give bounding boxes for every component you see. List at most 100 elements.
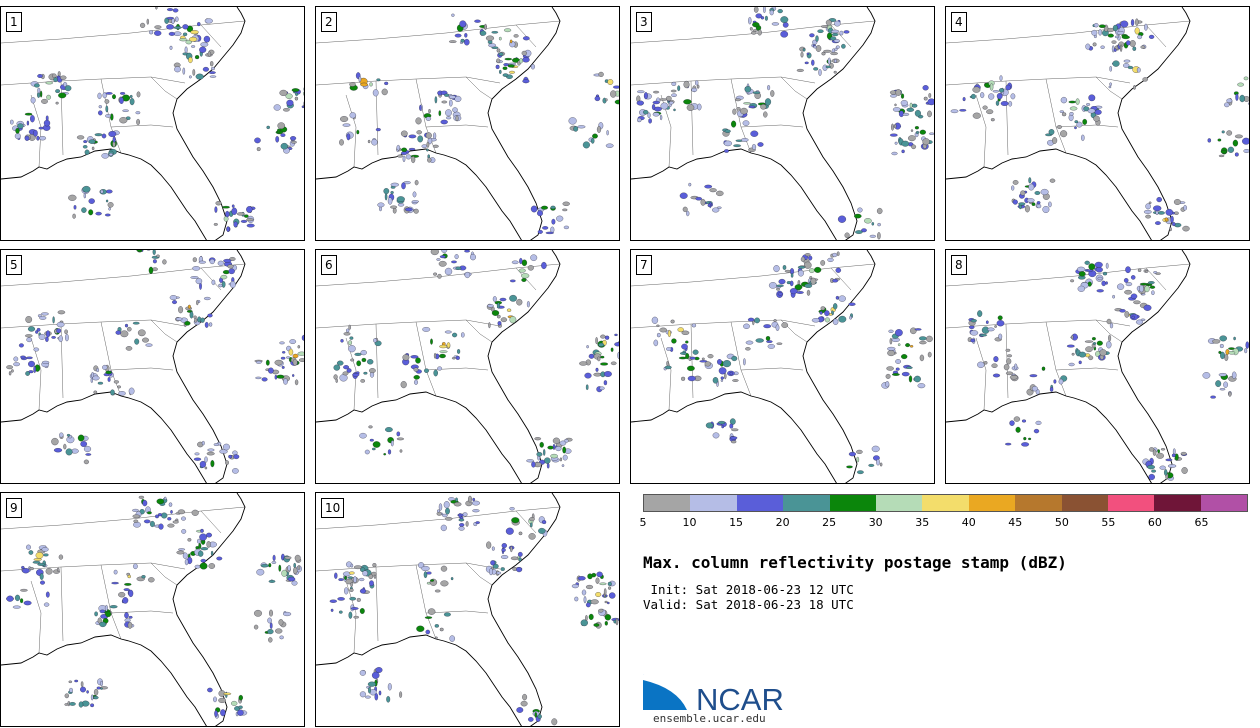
- reflectivity-cell: [277, 128, 281, 134]
- reflectivity-cell: [433, 272, 438, 276]
- reflectivity-cell: [194, 452, 200, 456]
- state-boundary: [375, 566, 379, 642]
- reflectivity-cell: [286, 99, 294, 107]
- reflectivity-cell: [1084, 260, 1090, 265]
- reflectivity-cell: [1029, 374, 1038, 378]
- reflectivity-cell: [1140, 45, 1146, 49]
- reflectivity-cell: [110, 389, 115, 396]
- reflectivity-cell: [970, 319, 977, 323]
- reflectivity-cell: [27, 326, 36, 332]
- reflectivity-cell: [588, 353, 595, 359]
- reflectivity-cell: [667, 329, 671, 338]
- reflectivity-cell: [751, 144, 757, 150]
- reflectivity-cell: [562, 446, 567, 454]
- reflectivity-cell: [653, 90, 660, 94]
- reflectivity-cell: [1042, 206, 1050, 213]
- reflectivity-cell: [455, 355, 460, 360]
- reflectivity-cell: [1109, 322, 1114, 329]
- reflectivity-cell: [348, 345, 356, 353]
- reflectivity-cell: [367, 681, 376, 687]
- reflectivity-cell: [534, 437, 542, 441]
- reflectivity-cell: [773, 319, 777, 323]
- colorbar-tick-label: 25: [822, 516, 837, 529]
- reflectivity-cell: [1151, 290, 1155, 295]
- reflectivity-cell: [775, 324, 780, 331]
- reflectivity-cell: [754, 317, 760, 324]
- reflectivity-cell: [346, 368, 352, 373]
- reflectivity-cell: [598, 608, 604, 613]
- reflectivity-cell: [490, 560, 496, 566]
- reflectivity-cell: [599, 386, 605, 391]
- reflectivity-cell: [753, 7, 759, 13]
- reflectivity-cell: [168, 502, 173, 507]
- reflectivity-cell: [297, 351, 304, 356]
- reflectivity-cell: [56, 328, 62, 334]
- reflectivity-cell: [129, 98, 135, 106]
- reflectivity-cell: [166, 16, 174, 20]
- colorbar-tick-label: 20: [775, 516, 790, 529]
- reflectivity-cell: [1164, 217, 1168, 222]
- reflectivity-cell: [760, 104, 767, 110]
- reflectivity-cell: [199, 533, 207, 541]
- reflectivity-cell: [806, 289, 811, 296]
- reflectivity-cell: [748, 17, 752, 25]
- reflectivity-cell: [383, 453, 387, 456]
- reflectivity-cell: [595, 367, 599, 372]
- reflectivity-cell: [581, 589, 587, 596]
- reflectivity-cell: [360, 379, 365, 383]
- reflectivity-cell: [413, 375, 420, 380]
- reflectivity-cell: [810, 277, 817, 285]
- reflectivity-cell: [1227, 146, 1235, 153]
- reflectivity-cell: [856, 456, 860, 463]
- reflectivity-cell: [832, 278, 839, 283]
- reflectivity-cell: [526, 459, 534, 463]
- reflectivity-cell: [914, 109, 921, 117]
- svg-text:NCAR: NCAR: [696, 682, 784, 714]
- reflectivity-cell: [574, 596, 579, 602]
- reflectivity-cell: [1170, 215, 1174, 223]
- reflectivity-cell: [586, 345, 589, 349]
- reflectivity-cell: [1066, 344, 1075, 348]
- reflectivity-cell: [604, 335, 610, 340]
- reflectivity-cell: [982, 105, 988, 110]
- reflectivity-cell: [161, 512, 168, 519]
- reflectivity-cell: [869, 234, 876, 238]
- reflectivity-cell: [972, 86, 981, 93]
- reflectivity-cell: [556, 215, 564, 222]
- reflectivity-cell: [537, 229, 543, 234]
- reflectivity-cell: [1219, 335, 1227, 342]
- reflectivity-cell: [280, 356, 286, 360]
- reflectivity-cell: [488, 322, 491, 329]
- reflectivity-cell: [1086, 269, 1093, 272]
- reflectivity-cell: [1096, 289, 1104, 293]
- reflectivity-cell: [402, 155, 406, 163]
- reflectivity-cell: [379, 206, 382, 212]
- reflectivity-cell: [225, 460, 229, 465]
- reflectivity-cell: [992, 90, 1000, 93]
- reflectivity-cell: [207, 51, 212, 57]
- reflectivity-cell: [1244, 348, 1248, 354]
- reflectivity-cell: [191, 509, 199, 516]
- reflectivity-cell: [892, 373, 900, 376]
- reflectivity-cell: [283, 611, 292, 617]
- reflectivity-cell: [349, 336, 354, 340]
- reflectivity-cell: [1153, 271, 1158, 274]
- reflectivity-cell: [823, 49, 832, 53]
- state-boundary: [1, 506, 246, 530]
- ensemble-website-link[interactable]: ensemble.ucar.edu: [653, 712, 766, 725]
- reflectivity-cell: [604, 614, 612, 621]
- reflectivity-cell: [76, 135, 85, 140]
- reflectivity-cell: [615, 618, 619, 626]
- reflectivity-cell: [729, 436, 738, 440]
- reflectivity-cell: [64, 693, 69, 699]
- reflectivity-cell: [353, 565, 362, 570]
- reflectivity-cell: [333, 364, 341, 371]
- reflectivity-cell: [1123, 63, 1130, 68]
- ensemble-member-panel-3: 3: [630, 6, 935, 241]
- state-boundary: [60, 323, 64, 399]
- colorbar-tick-label: 55: [1101, 516, 1116, 529]
- reflectivity-cell: [6, 595, 14, 602]
- reflectivity-cell: [768, 282, 777, 289]
- reflectivity-cell: [408, 134, 417, 139]
- ncar-logo: NCAR: [643, 672, 803, 717]
